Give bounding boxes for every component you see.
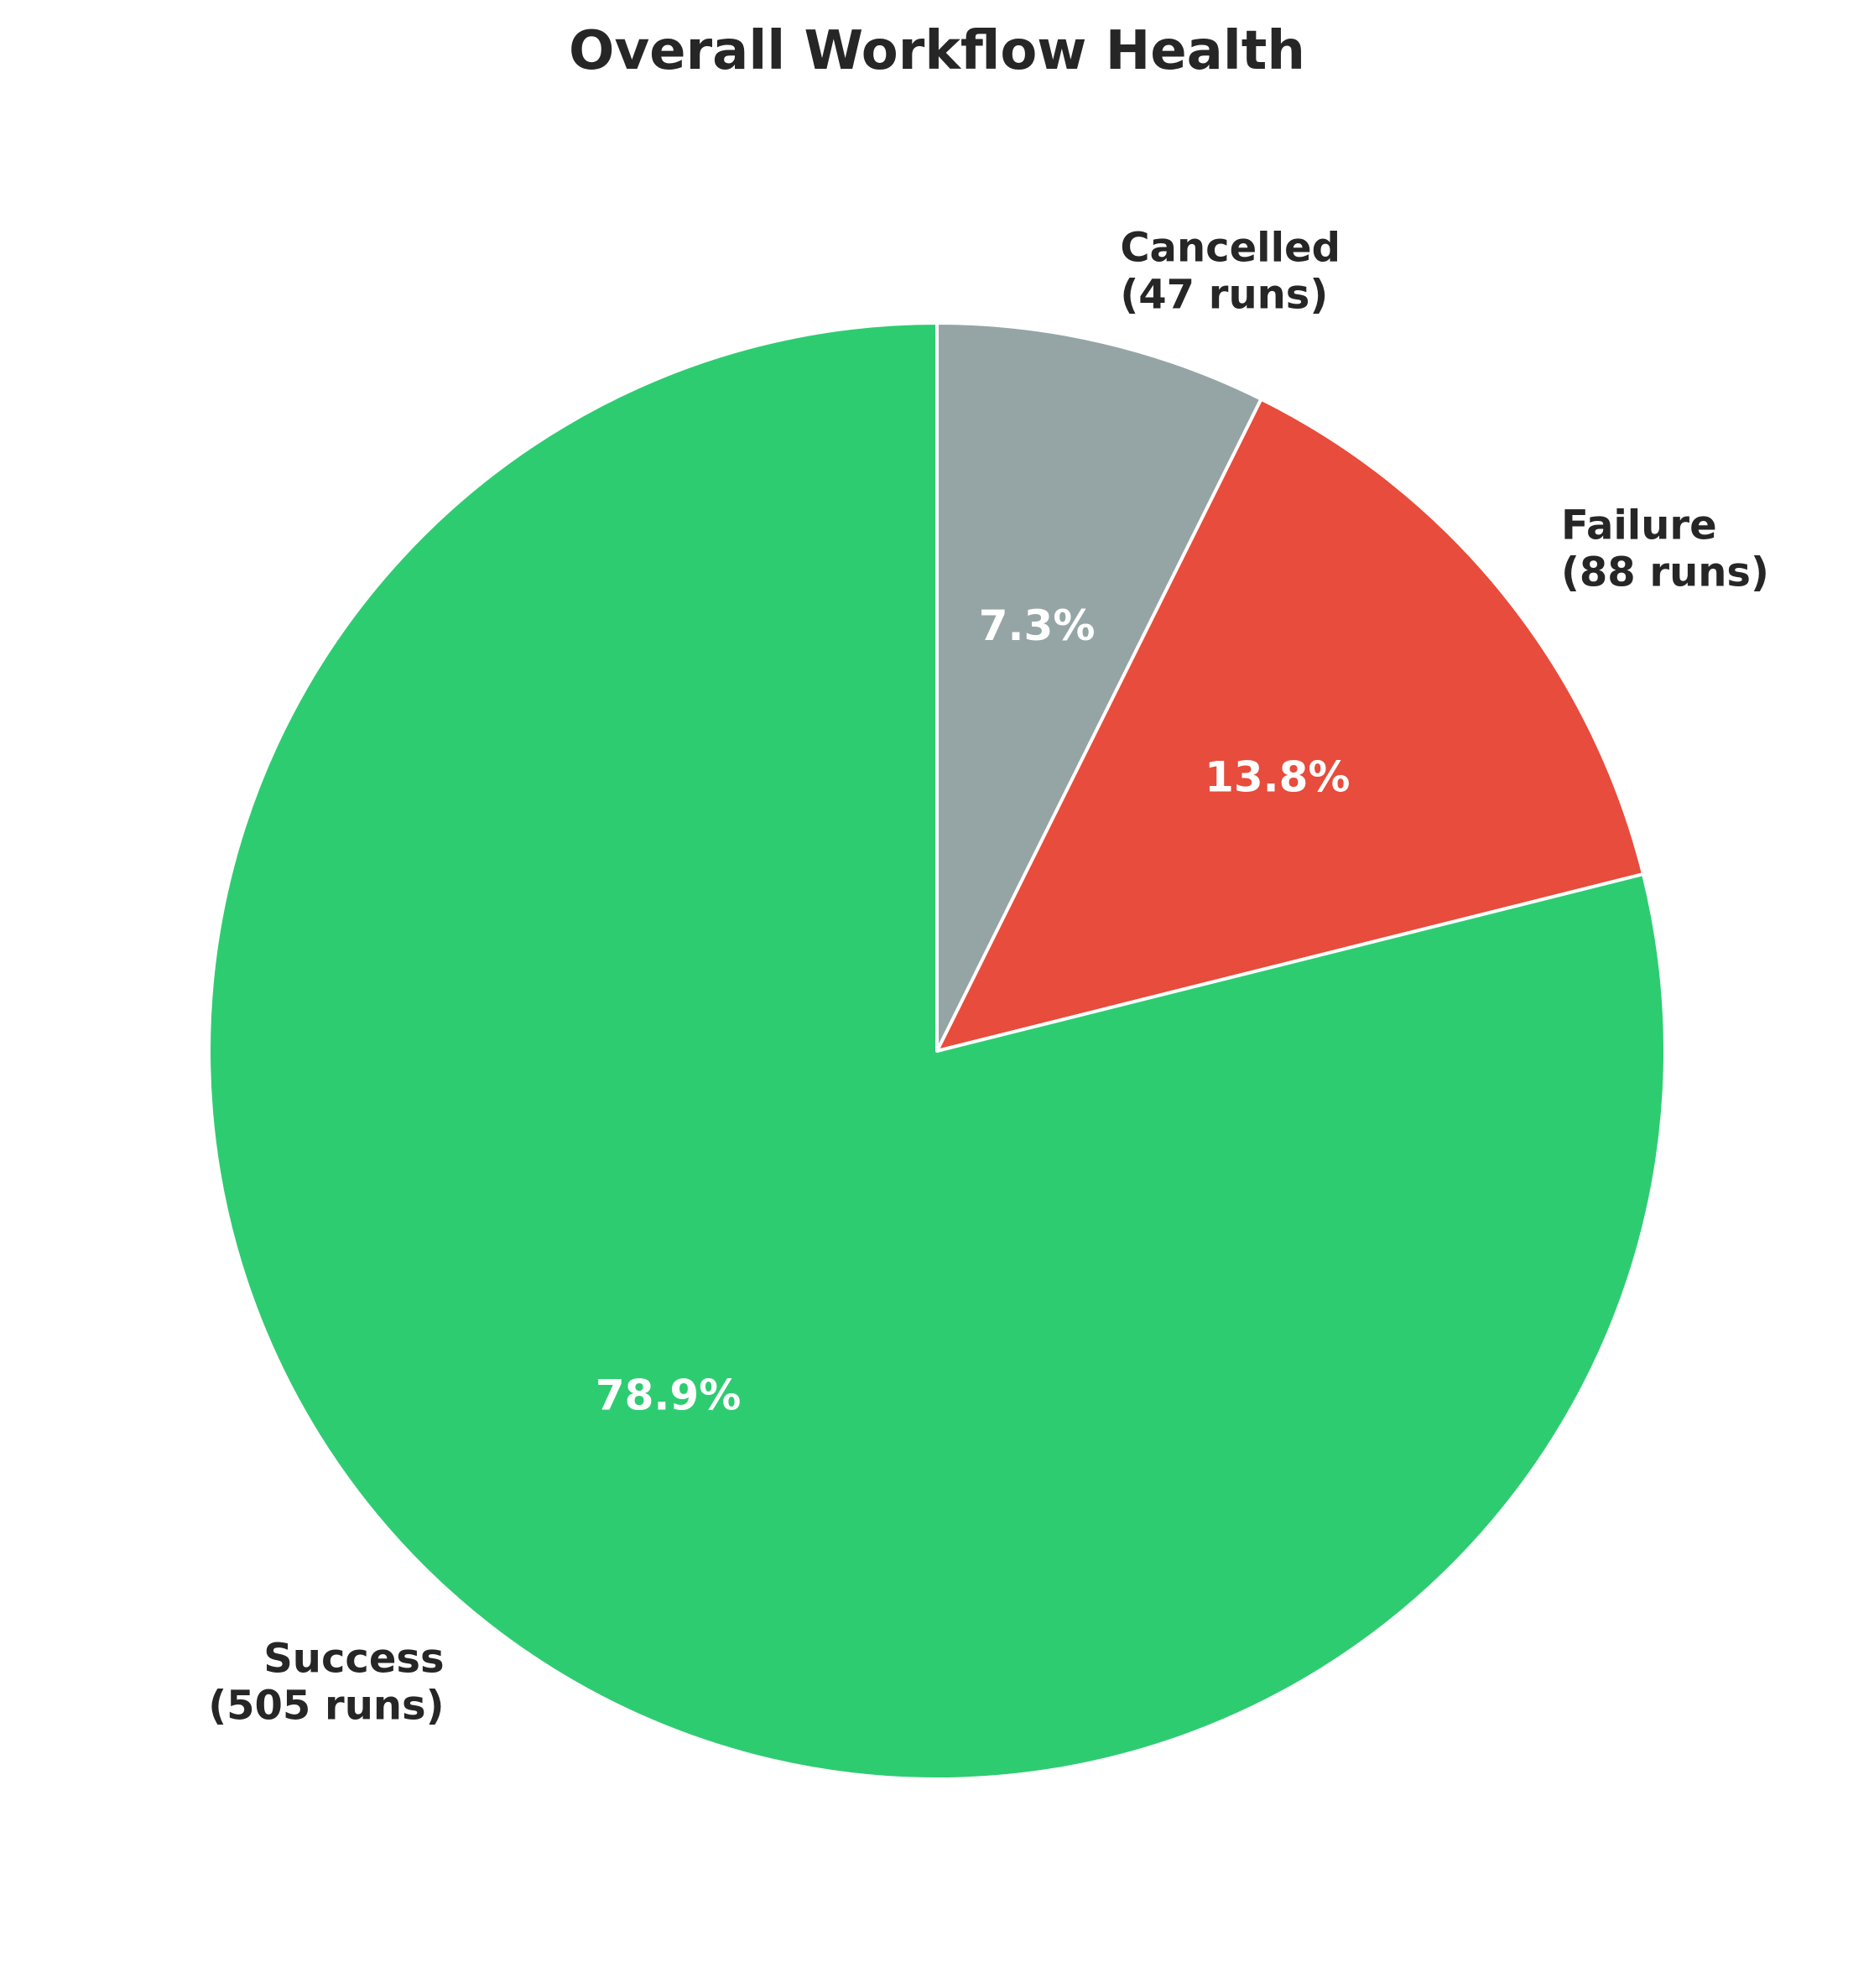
slice-label-runs: (47 runs) [1120,271,1328,318]
slice-label-cancelled: Cancelled (47 runs) [1120,224,1340,318]
slice-label-name: Failure [1561,502,1717,549]
percent-label-cancelled: 7.3% [979,601,1096,650]
pie-slice-success [207,321,1667,1781]
percent-labels: 7.3% 13.8% 78.9% [596,601,1351,1420]
slice-label-name: Success [263,1636,444,1683]
pie-slice-failure [935,397,1645,1053]
slice-labels: Cancelled (47 runs) Failure (88 runs) Succes… [208,224,1769,1729]
pie-slices [207,321,1667,1781]
slice-label-name: Cancelled [1120,224,1340,271]
chart-title: Overall Workflow Health [569,20,1305,82]
slice-label-success: Success (505 runs) [208,1636,444,1730]
percent-label-success: 78.9% [596,1371,741,1420]
slice-label-runs: (88 runs) [1561,549,1769,596]
pie-slice-cancelled [935,321,1263,1053]
slice-label-failure: Failure (88 runs) [1561,502,1769,596]
slice-label-runs: (505 runs) [208,1683,444,1730]
percent-label-failure: 13.8% [1205,753,1350,802]
